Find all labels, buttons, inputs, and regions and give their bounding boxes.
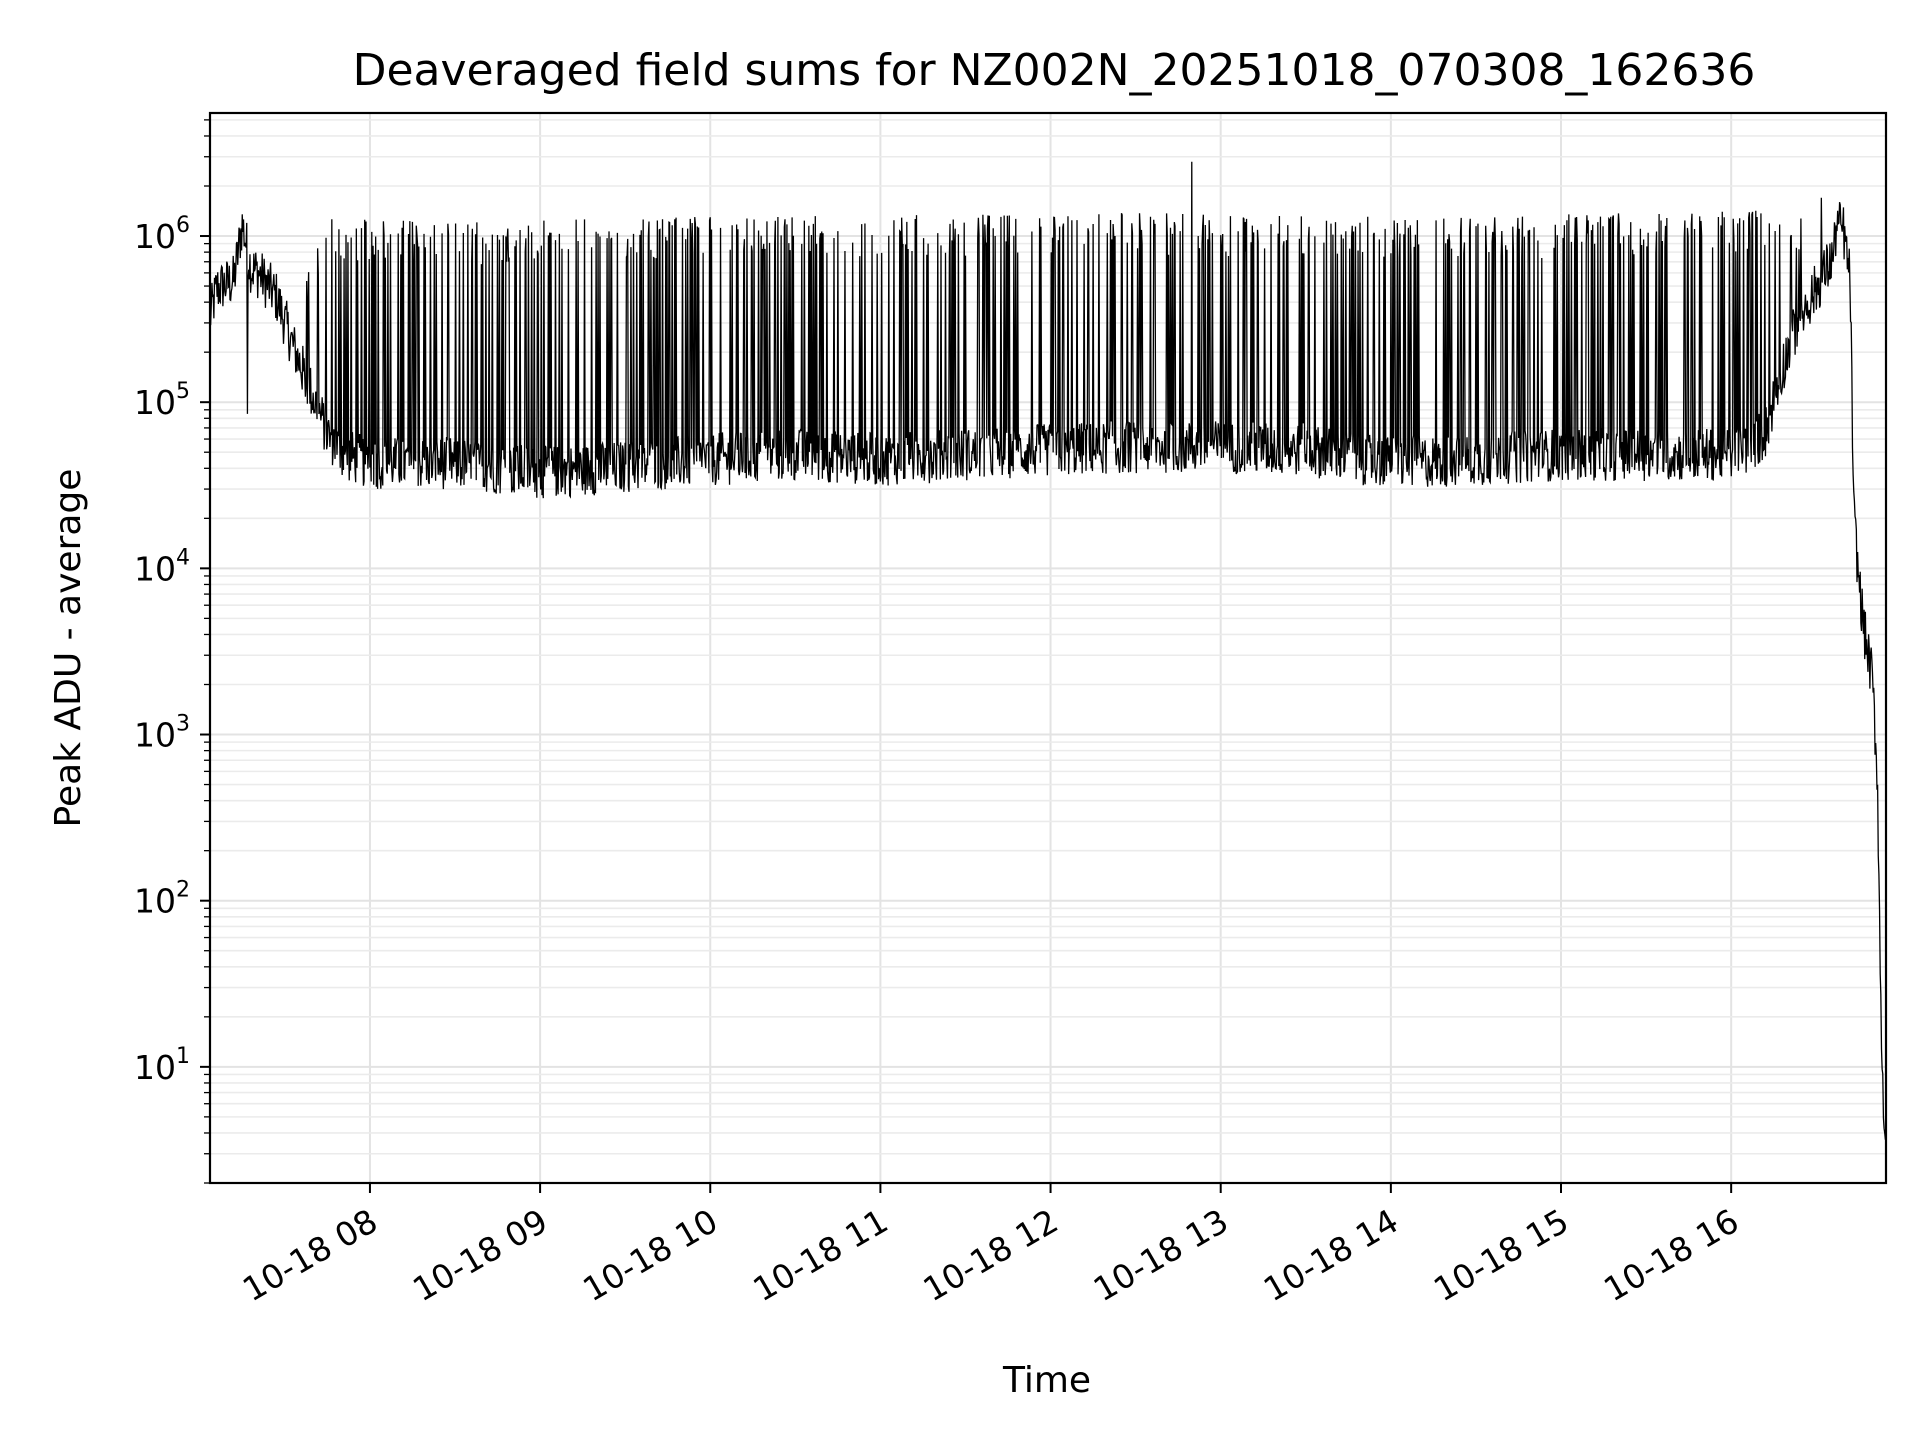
y-tick-label: 105	[134, 379, 190, 422]
y-tick-label-base: 10	[134, 882, 176, 921]
y-tick-label-exponent: 1	[176, 1044, 190, 1069]
y-tick-label: 104	[134, 545, 190, 588]
y-tick-label: 103	[134, 712, 190, 755]
y-tick-label-base: 10	[134, 716, 176, 755]
ticks	[200, 119, 1733, 1193]
plot-frame	[208, 111, 1888, 1185]
y-tick-label-exponent: 4	[176, 545, 190, 570]
y-tick-label: 101	[134, 1044, 190, 1087]
y-tick-label-exponent: 3	[176, 712, 190, 737]
y-tick-label-exponent: 6	[176, 213, 190, 238]
chart-title: Deaveraged field sums for NZ002N_2025101…	[353, 45, 1756, 96]
y-tick-label: 102	[134, 878, 190, 921]
series-line	[209, 161, 1887, 1140]
y-axis-label: Peak ADU - average	[48, 469, 89, 828]
y-tick-label-exponent: 2	[176, 878, 190, 903]
y-tick-label-base: 10	[134, 217, 176, 256]
y-tick-label-base: 10	[134, 383, 176, 422]
series-layer	[209, 161, 1887, 1140]
y-tick-label-base: 10	[134, 549, 176, 588]
y-tick-label-exponent: 5	[176, 379, 190, 404]
y-tick-label-base: 10	[134, 1048, 176, 1087]
x-axis-label: Time	[1002, 1360, 1091, 1401]
y-tick-label: 106	[134, 213, 190, 256]
